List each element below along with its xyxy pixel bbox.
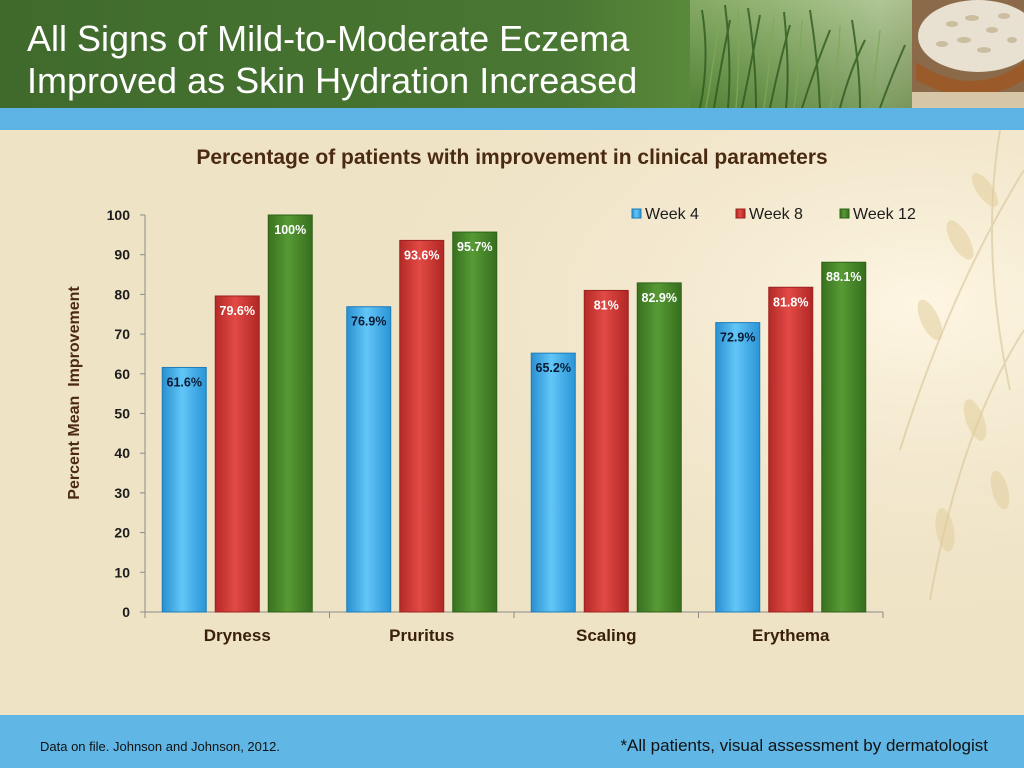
category-label: Dryness bbox=[204, 626, 271, 645]
y-axis-label: Percent Mean Improvement bbox=[66, 286, 83, 500]
bar-week-12 bbox=[636, 282, 682, 613]
bar-chart: Percent Mean Improvement 0 10 20 30 40 50 60 70… bbox=[66, 206, 916, 645]
data-label: 81% bbox=[594, 298, 619, 312]
legend-swatch-week-4 bbox=[631, 208, 642, 219]
y-tick-label: 10 bbox=[114, 564, 130, 580]
data-label: 82.9% bbox=[642, 291, 677, 305]
y-tick-label: 0 bbox=[122, 604, 130, 620]
footer-note: *All patients, visual assessment by derm… bbox=[620, 736, 988, 755]
y-tick-label: 20 bbox=[114, 525, 130, 541]
category-label: Pruritus bbox=[389, 626, 454, 645]
header-accent-band bbox=[0, 108, 1024, 130]
grass-photo-decoration bbox=[690, 0, 930, 108]
legend-label: Week 4 bbox=[645, 206, 699, 223]
category-label: Erythema bbox=[752, 626, 830, 645]
chart-bars: 61.6% 76.9% 65.2% 72.9% 79.6% 93.6% 81% 81.8% 10… bbox=[161, 214, 867, 613]
bar-week-4 bbox=[346, 306, 392, 613]
category-label: Scaling bbox=[576, 626, 636, 645]
legend-label: Week 8 bbox=[749, 206, 803, 223]
legend-swatch-week-8 bbox=[735, 208, 746, 219]
y-tick-label: 100 bbox=[107, 207, 131, 223]
bar-week-8 bbox=[214, 295, 260, 613]
data-label: 95.7% bbox=[457, 240, 492, 254]
bar-week-8 bbox=[399, 239, 445, 613]
y-tick-label: 80 bbox=[114, 286, 130, 302]
y-tick-label: 60 bbox=[114, 366, 130, 382]
y-tick-label: 30 bbox=[114, 485, 130, 501]
footer-source-citation: Data on file. Johnson and Johnson, 2012. bbox=[40, 739, 280, 754]
data-label: 100% bbox=[274, 223, 306, 237]
data-label: 65.2% bbox=[536, 361, 571, 375]
data-label: 76.9% bbox=[351, 315, 386, 329]
chart-legend: Week 4 Week 8 Week 12 bbox=[631, 206, 916, 223]
bar-week-8 bbox=[768, 286, 814, 613]
data-label: 79.6% bbox=[220, 304, 255, 318]
bar-week-12 bbox=[452, 231, 498, 613]
bar-week-4 bbox=[715, 322, 761, 613]
bar-week-8 bbox=[583, 289, 629, 613]
data-label: 93.6% bbox=[404, 248, 439, 262]
footer-band: Data on file. Johnson and Johnson, 2012.… bbox=[0, 715, 1024, 768]
oatmeal-bowl-photo bbox=[912, 0, 1024, 108]
data-label: 88.1% bbox=[826, 270, 861, 284]
bar-week-4 bbox=[161, 366, 207, 613]
slide-title: All Signs of Mild-to-Moderate Eczema Imp… bbox=[27, 18, 707, 102]
data-label: 72.9% bbox=[720, 331, 755, 345]
y-tick-label: 70 bbox=[114, 326, 130, 342]
y-tick-label: 50 bbox=[114, 406, 130, 422]
chart-title: Percentage of patients with improvement … bbox=[196, 146, 828, 169]
header-banner: All Signs of Mild-to-Moderate Eczema Imp… bbox=[0, 0, 1024, 108]
bar-week-12 bbox=[821, 261, 867, 613]
y-tick-label: 90 bbox=[114, 247, 130, 263]
bar-week-12 bbox=[267, 214, 313, 613]
y-tick-label: 40 bbox=[114, 445, 130, 461]
data-label: 81.8% bbox=[773, 295, 808, 309]
bar-week-4 bbox=[530, 352, 576, 613]
legend-swatch-week-12 bbox=[839, 208, 850, 219]
slide-title-line-1: All Signs of Mild-to-Moderate Eczema bbox=[27, 18, 630, 59]
slide-title-line-2: Improved as Skin Hydration Increased bbox=[27, 60, 638, 101]
data-label: 61.6% bbox=[167, 375, 202, 389]
legend-label: Week 12 bbox=[853, 206, 916, 223]
